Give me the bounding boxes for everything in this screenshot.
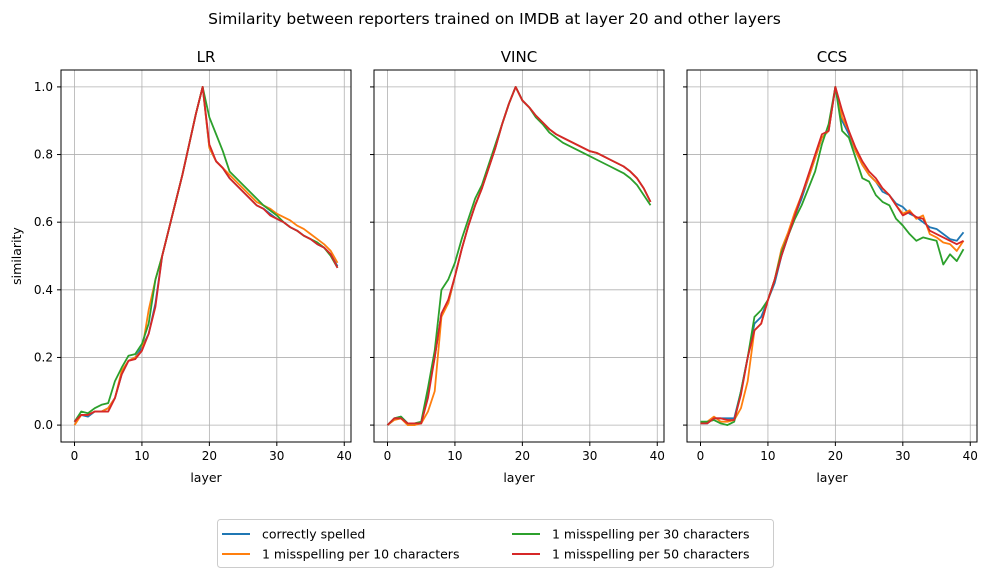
x-tick-label: 30 bbox=[895, 449, 910, 463]
legend-label: correctly spelled bbox=[262, 527, 365, 542]
subplot-title: VINC bbox=[501, 48, 537, 66]
x-axis-label: layer bbox=[503, 470, 535, 485]
legend: correctly spelled 1 misspelling per 10 ch… bbox=[217, 519, 774, 568]
legend-box bbox=[217, 519, 774, 568]
series-line bbox=[700, 86, 965, 426]
subplot-ccs: 0 10 20 30 40 CCS layer bbox=[683, 48, 978, 485]
y-tick-label: 0.0 bbox=[34, 418, 53, 432]
y-axis-label: similarity bbox=[9, 227, 24, 285]
x-tick-label: 20 bbox=[515, 449, 530, 463]
subplot-lr: 0 10 20 30 40 0.0 0.2 0.4 0.6 0.8 1.0 LR layer simila… bbox=[9, 48, 352, 485]
y-tick-label: 0.4 bbox=[34, 283, 53, 297]
plot-frame bbox=[686, 69, 978, 443]
legend-label: 1 misspelling per 10 characters bbox=[262, 547, 459, 562]
plot-frame bbox=[373, 69, 665, 443]
x-tick-label: 20 bbox=[828, 449, 843, 463]
x-axis-label: layer bbox=[816, 470, 848, 485]
series-line bbox=[700, 86, 965, 425]
series-line bbox=[386, 86, 652, 426]
x-tick-label: 40 bbox=[650, 449, 665, 463]
subplot-vinc: 0 10 20 30 40 VINC layer bbox=[370, 48, 665, 485]
series-line bbox=[386, 86, 652, 426]
plot-frame bbox=[60, 69, 352, 443]
subplots: 0 10 20 30 40 0.0 0.2 0.4 0.6 0.8 1.0 LR layer simila… bbox=[9, 48, 978, 485]
x-tick-label: 0 bbox=[384, 449, 392, 463]
series-line bbox=[73, 86, 339, 423]
x-tick-label: 10 bbox=[760, 449, 775, 463]
series-line bbox=[700, 86, 965, 425]
series-line bbox=[73, 86, 339, 426]
series-line bbox=[700, 86, 964, 425]
subplot-title: CCS bbox=[817, 48, 847, 66]
x-axis-label: layer bbox=[190, 470, 222, 485]
series-line bbox=[386, 86, 652, 426]
x-tick-label: 40 bbox=[337, 449, 352, 463]
y-tick-label: 0.6 bbox=[34, 215, 53, 229]
x-tick-label: 10 bbox=[134, 449, 149, 463]
x-tick-label: 0 bbox=[697, 449, 705, 463]
series-line bbox=[73, 86, 339, 423]
x-tick-label: 30 bbox=[582, 449, 597, 463]
y-tick-label: 0.2 bbox=[34, 350, 53, 364]
y-tick-label: 1.0 bbox=[34, 80, 53, 94]
figure-suptitle: Similarity between reporters trained on … bbox=[208, 10, 781, 28]
y-tick-label: 0.8 bbox=[34, 148, 53, 162]
x-tick-label: 0 bbox=[71, 449, 79, 463]
series-line bbox=[73, 86, 339, 423]
series-line bbox=[386, 86, 652, 426]
legend-label: 1 misspelling per 50 characters bbox=[552, 547, 749, 562]
x-tick-label: 20 bbox=[202, 449, 217, 463]
x-tick-label: 10 bbox=[447, 449, 462, 463]
x-tick-label: 30 bbox=[269, 449, 284, 463]
x-tick-label: 40 bbox=[963, 449, 978, 463]
subplot-title: LR bbox=[197, 48, 216, 66]
legend-label: 1 misspelling per 30 characters bbox=[552, 527, 749, 542]
